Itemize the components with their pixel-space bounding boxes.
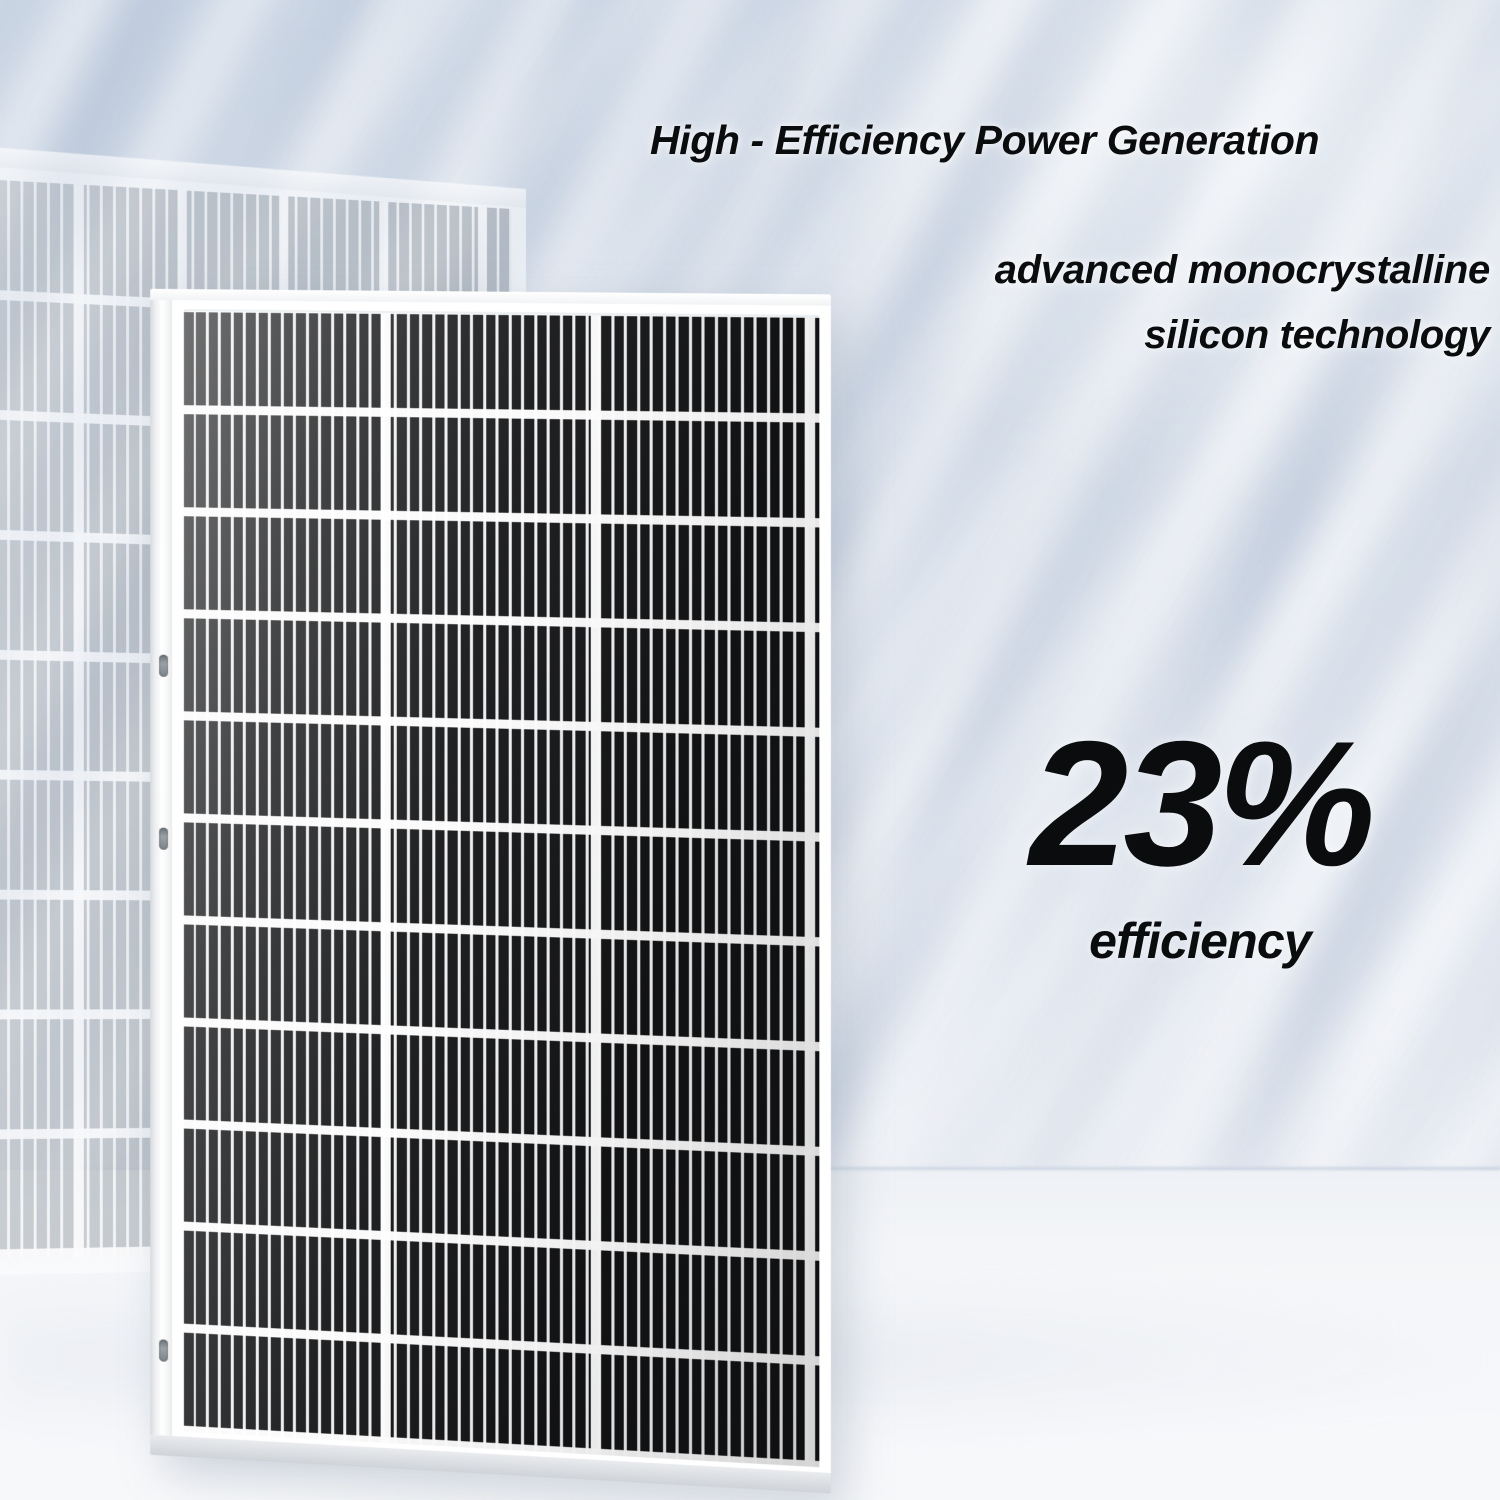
subheadline-line-2: silicon technology xyxy=(1144,313,1490,358)
subheadline-line-1: advanced monocrystalline xyxy=(994,248,1491,292)
front-panel-glass-sheen xyxy=(183,312,820,1468)
front-panel-cell-array xyxy=(183,312,820,1468)
efficiency-stat-label: efficiency xyxy=(1089,913,1312,969)
mounting-hole-icon xyxy=(159,827,169,850)
headline: High - Efficiency Power Generation xyxy=(650,117,1320,163)
mounting-hole-icon xyxy=(159,654,169,677)
subheadline: advanced monocrystalline silicon technol… xyxy=(650,238,1491,368)
efficiency-stat-value: 23% xyxy=(1029,704,1375,903)
front-panel-left-side-rail xyxy=(150,299,174,1441)
mounting-hole-icon xyxy=(159,1339,169,1362)
front-solar-panel xyxy=(150,288,831,1494)
